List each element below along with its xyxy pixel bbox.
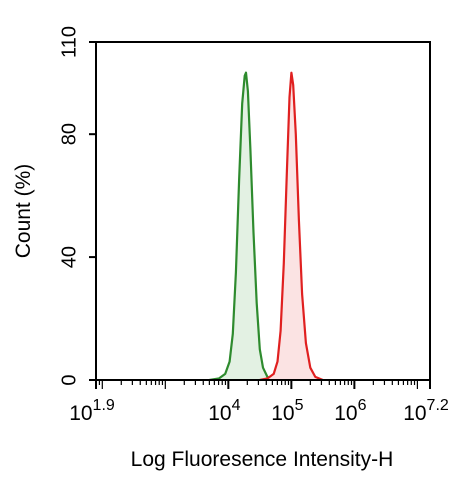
y-axis-label: Count (%) [12,164,35,259]
y-tick-label: 0 [58,374,80,385]
plot-frame [95,41,431,381]
x-tick-label: 107.2 [403,397,449,425]
series-1-line [259,71,324,382]
series-0-fill [209,72,274,380]
y-tick-label: 80 [58,123,80,145]
x-tick-label: 105 [271,397,303,425]
series-1-fill [259,72,323,380]
x-tick-label: 101.9 [69,397,115,425]
y-tick-label: 40 [58,246,80,268]
x-axis-label: Log Fluoresence Intensity-H [131,448,394,471]
series-0-line [209,71,275,382]
x-tick-label: 106 [334,397,366,425]
y-tick-label: 110 [58,26,80,58]
x-tick-label: 104 [208,397,240,425]
